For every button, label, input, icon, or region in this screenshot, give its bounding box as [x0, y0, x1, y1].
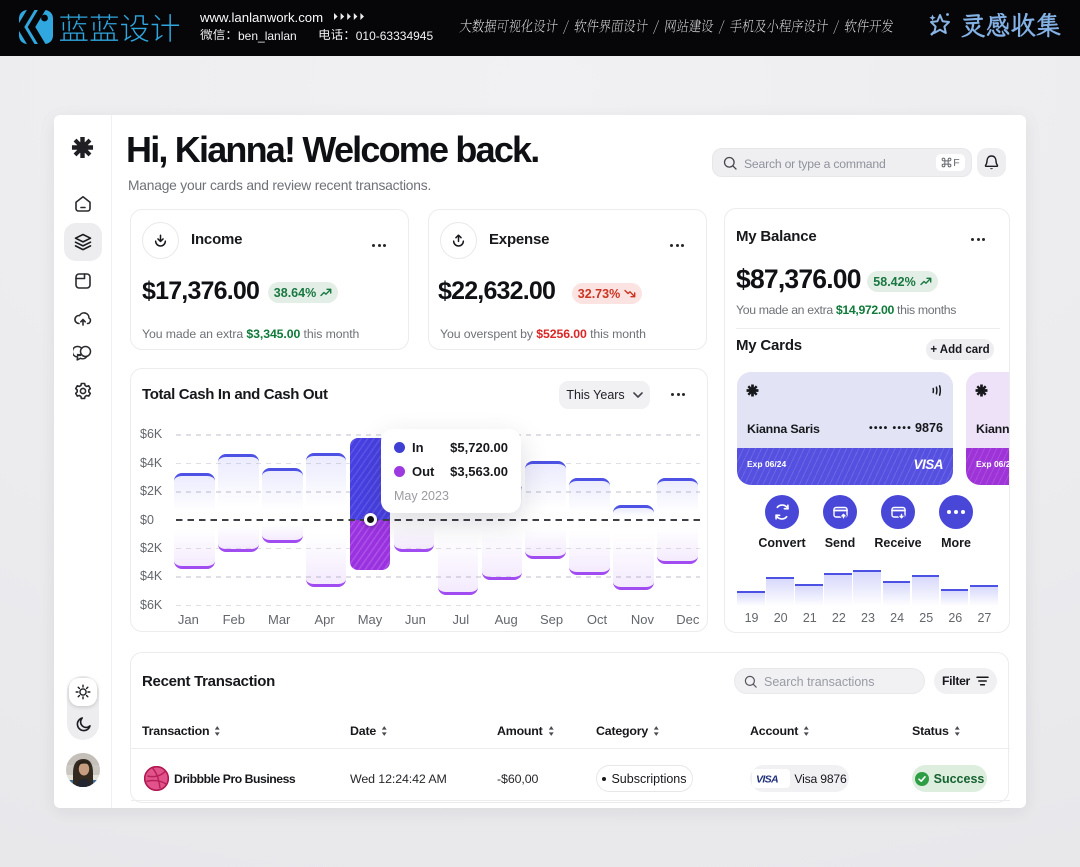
svg-text:VISA: VISA [756, 773, 778, 784]
